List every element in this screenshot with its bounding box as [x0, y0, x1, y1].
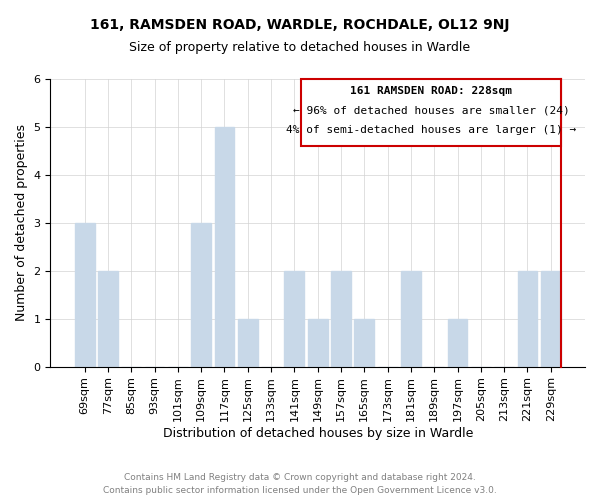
Bar — [331, 270, 351, 366]
Bar — [75, 223, 95, 366]
Bar — [401, 270, 421, 366]
Bar — [238, 318, 257, 366]
Bar — [215, 127, 235, 366]
Bar — [308, 318, 328, 366]
Bar — [98, 270, 118, 366]
Bar — [355, 318, 374, 366]
Bar — [448, 318, 467, 366]
Bar — [518, 270, 538, 366]
Text: 161, RAMSDEN ROAD, WARDLE, ROCHDALE, OL12 9NJ: 161, RAMSDEN ROAD, WARDLE, ROCHDALE, OL1… — [90, 18, 510, 32]
Bar — [191, 223, 211, 366]
Text: Size of property relative to detached houses in Wardle: Size of property relative to detached ho… — [130, 41, 470, 54]
FancyBboxPatch shape — [301, 79, 561, 146]
Text: 4% of semi-detached houses are larger (1) →: 4% of semi-detached houses are larger (1… — [286, 126, 577, 136]
Bar — [284, 270, 304, 366]
Text: Contains HM Land Registry data © Crown copyright and database right 2024.: Contains HM Land Registry data © Crown c… — [124, 472, 476, 482]
Text: 161 RAMSDEN ROAD: 228sqm: 161 RAMSDEN ROAD: 228sqm — [350, 86, 512, 96]
Text: ← 96% of detached houses are smaller (24): ← 96% of detached houses are smaller (24… — [293, 106, 570, 116]
X-axis label: Distribution of detached houses by size in Wardle: Distribution of detached houses by size … — [163, 427, 473, 440]
Text: Contains public sector information licensed under the Open Government Licence v3: Contains public sector information licen… — [103, 486, 497, 495]
Y-axis label: Number of detached properties: Number of detached properties — [15, 124, 28, 322]
Bar — [541, 270, 561, 366]
